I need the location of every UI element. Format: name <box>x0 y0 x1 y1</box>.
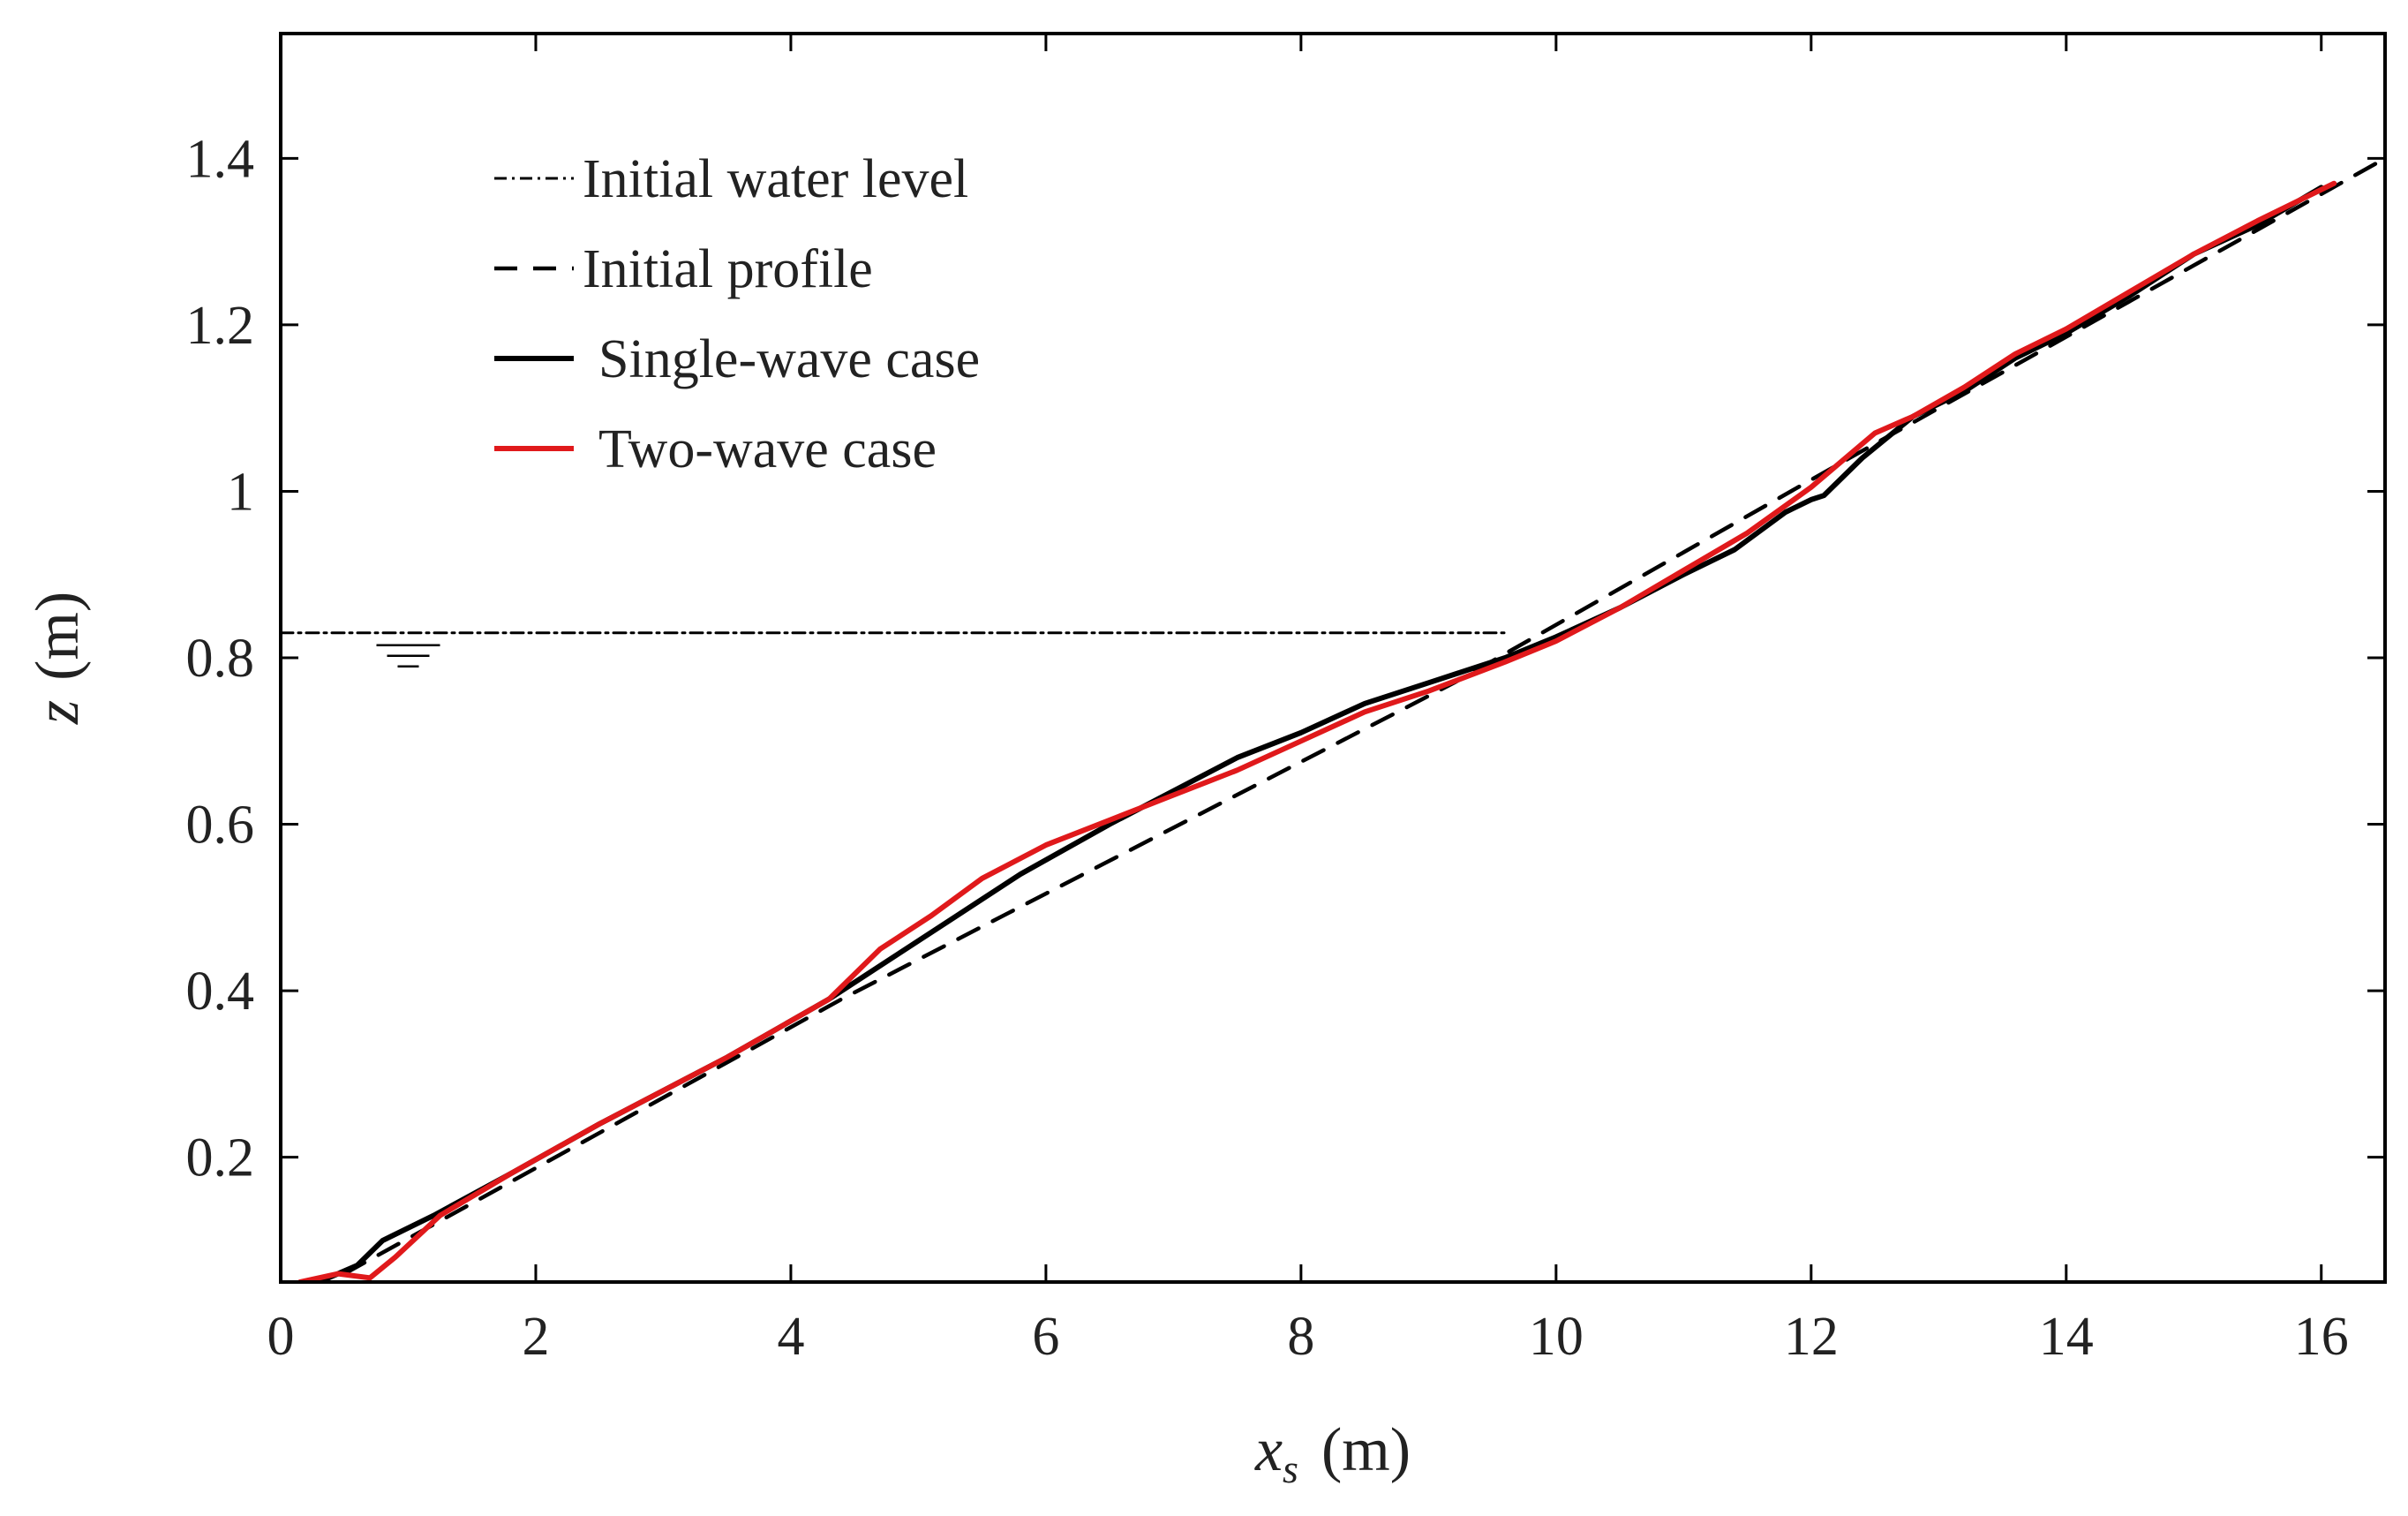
y-tick-label: 1.4 <box>186 129 255 189</box>
water-level-symbol-layer <box>376 644 440 667</box>
legend-label-initial-profile: Initial profile <box>583 239 873 299</box>
x-tick-label: 10 <box>1529 1307 1584 1367</box>
x-tick-label: 2 <box>522 1307 549 1367</box>
legend-label-initial-water-level: Initial water level <box>583 149 968 209</box>
x-tick-label: 0 <box>267 1307 295 1367</box>
x-tick-label: 6 <box>1032 1307 1059 1367</box>
x-tick-label: 14 <box>2039 1307 2094 1367</box>
x-tick-label: 16 <box>2294 1307 2349 1367</box>
legend-label-single-wave-case: Single-wave case <box>598 329 980 389</box>
legend-label-two-wave-case: Two-wave case <box>598 419 937 479</box>
y-tick-label: 1 <box>227 462 254 522</box>
series-line-two-wave-case <box>297 180 2337 1282</box>
y-tick-label: 1.2 <box>186 296 255 356</box>
y-axis-label: z (m) <box>24 592 92 725</box>
x-axis-unit: (m) <box>1321 1416 1411 1484</box>
y-tick-label: 0.4 <box>186 962 255 1022</box>
x-tick-label: 12 <box>1784 1307 1839 1367</box>
x-tick-label: 8 <box>1287 1307 1314 1367</box>
x-axis-subscript: s <box>1283 1446 1298 1491</box>
tick-layer: 0 2 4 6 8 10 12 14 16 0.2 0.4 0.6 0.8 1 1.2 1.4 <box>186 34 2385 1367</box>
y-tick-label: 0.6 <box>186 796 255 856</box>
y-tick-label: 0.8 <box>186 629 255 689</box>
x-axis-label: xs (m) <box>1254 1416 1411 1491</box>
legend: Initial water level Initial profile Single… <box>494 149 980 479</box>
y-tick-label: 0.2 <box>186 1128 255 1188</box>
x-tick-label: 4 <box>777 1307 804 1367</box>
series-layer <box>281 156 2385 1282</box>
y-axis-unit: (m) <box>24 592 92 681</box>
y-axis-symbol: z <box>24 700 92 725</box>
x-axis-symbol: x <box>1254 1416 1283 1484</box>
